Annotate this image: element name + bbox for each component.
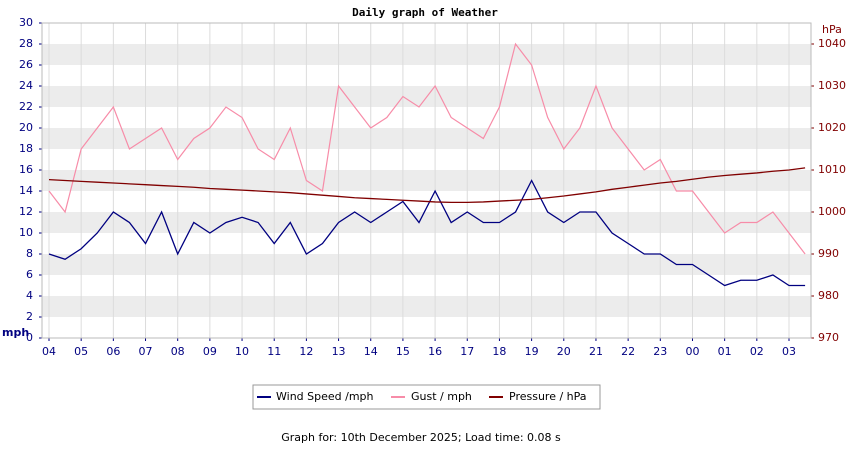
plot-area: 0246810121416182022242628309709809901000… (19, 16, 846, 358)
footer: Graph for: 10th December 2025; Load time… (281, 431, 561, 444)
x-tick-label: 07 (139, 345, 153, 358)
x-tick-label: 04 (42, 345, 56, 358)
y-tick-label: 26 (19, 58, 33, 71)
y-tick-label: 12 (19, 205, 33, 218)
y-tick-label: 6 (26, 268, 33, 281)
y-tick-label: 10 (19, 226, 33, 239)
y-tick-label: 8 (26, 247, 33, 260)
y2-tick-label: 1020 (818, 121, 846, 134)
x-tick-label: 03 (782, 345, 796, 358)
grid-band (42, 170, 811, 191)
series-line (48, 167, 806, 203)
x-tick-label: 13 (332, 345, 346, 358)
y-tick-label: 24 (19, 79, 33, 92)
y2-tick-label: 1000 (818, 205, 846, 218)
y2-tick-label: 1010 (818, 163, 846, 176)
chart-title: Daily graph of Weather (352, 6, 498, 19)
series-line (48, 179, 806, 287)
x-tick-label: 23 (653, 345, 667, 358)
grid-band (42, 44, 811, 65)
y-tick-label: 14 (19, 184, 33, 197)
y-tick-label: 18 (19, 142, 33, 155)
x-tick-label: 11 (267, 345, 281, 358)
x-tick-label: 15 (396, 345, 410, 358)
plot-border (41, 22, 812, 339)
y-tick-label: 16 (19, 163, 33, 176)
y2-tick-label: 1030 (818, 79, 846, 92)
legend-entry: Pressure / hPa (509, 390, 587, 403)
y-tick-label: 28 (19, 37, 33, 50)
legend-entry: Gust / mph (411, 390, 472, 403)
y-tick-label: 4 (26, 289, 33, 302)
y-tick-label: 30 (19, 16, 33, 29)
x-tick-label: 10 (235, 345, 249, 358)
legend-box (252, 384, 601, 410)
series-line (48, 42, 806, 255)
x-tick-label: 06 (106, 345, 120, 358)
x-tick-label: 12 (299, 345, 313, 358)
x-tick-label: 21 (589, 345, 603, 358)
grid-band (42, 212, 811, 233)
grid-band (42, 296, 811, 317)
x-tick-label: 09 (203, 345, 217, 358)
x-tick-label: 16 (428, 345, 442, 358)
x-tick-label: 14 (364, 345, 378, 358)
x-tick-label: 05 (74, 345, 88, 358)
x-tick-label: 20 (557, 345, 571, 358)
y-axis-label: mph (2, 326, 29, 339)
y-tick-label: 20 (19, 121, 33, 134)
x-tick-label: 17 (460, 345, 474, 358)
x-tick-label: 18 (492, 345, 506, 358)
x-tick-label: 19 (525, 345, 539, 358)
y-tick-label: 0 (26, 331, 33, 344)
y2-tick-label: 990 (818, 247, 839, 260)
x-tick-label: 08 (171, 345, 185, 358)
y-tick-label: 22 (19, 100, 33, 113)
y2-tick-label: 970 (818, 331, 839, 344)
x-tick-label: 22 (621, 345, 635, 358)
y2-tick-label: 1040 (818, 37, 846, 50)
y-tick-label: 2 (26, 310, 33, 323)
grid-band (42, 254, 811, 275)
grid-band (42, 128, 811, 149)
x-tick-label: 01 (718, 345, 732, 358)
y2-axis-label: hPa (822, 23, 842, 36)
legend-entry: Wind Speed /mph (276, 390, 374, 403)
y2-tick-label: 980 (818, 289, 839, 302)
x-tick-label: 00 (685, 345, 699, 358)
x-tick-label: 02 (750, 345, 764, 358)
